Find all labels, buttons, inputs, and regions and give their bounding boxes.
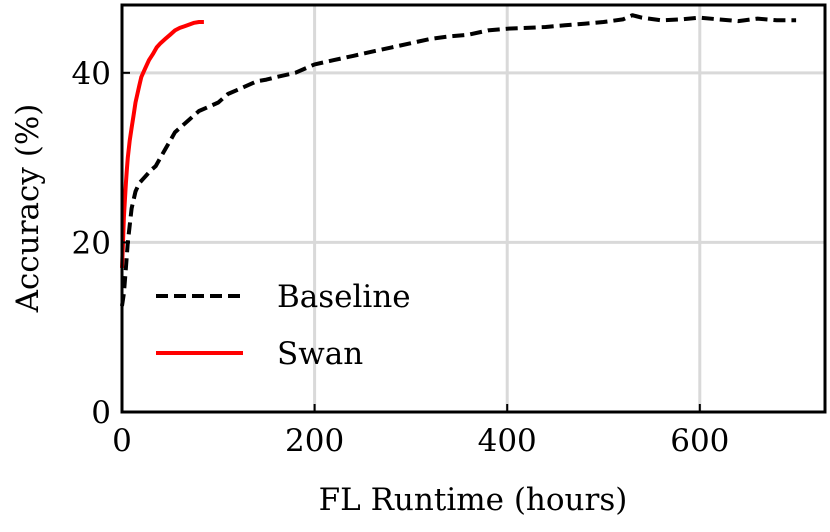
y-tick-label-20: 20 bbox=[72, 225, 111, 261]
y-tick-label-0: 0 bbox=[91, 395, 111, 431]
x-axis-label: FL Runtime (hours) bbox=[319, 482, 628, 518]
series-line-baseline bbox=[120, 13, 797, 307]
legend: Baseline Swan bbox=[156, 279, 411, 372]
x-tick-label-600: 600 bbox=[670, 423, 729, 459]
series-lines bbox=[120, 13, 797, 307]
legend-label-swan: Swan bbox=[277, 336, 363, 372]
x-tick-label-400: 400 bbox=[478, 423, 537, 459]
y-axis-label: Accuracy (%) bbox=[10, 104, 46, 314]
plot-frame bbox=[120, 3, 827, 414]
y-tick-label-40: 40 bbox=[72, 56, 111, 92]
x-tick-label-200: 200 bbox=[285, 423, 344, 459]
x-tick-label-0: 0 bbox=[112, 423, 132, 459]
legend-label-baseline: Baseline bbox=[277, 279, 411, 315]
ticks bbox=[121, 71, 701, 413]
tick-labels: 0 200 400 600 0 20 40 bbox=[72, 56, 730, 459]
series-line-swan bbox=[120, 20, 204, 268]
grid bbox=[122, 5, 825, 412]
